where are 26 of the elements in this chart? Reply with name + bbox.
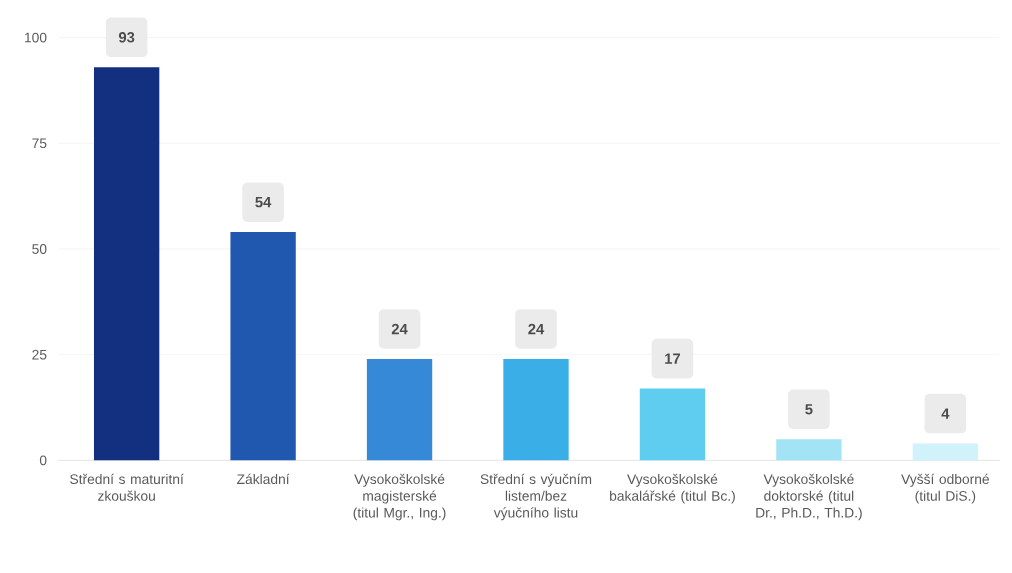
bar <box>230 231 296 461</box>
bar <box>366 358 433 461</box>
data-label: 93 <box>118 31 135 43</box>
data-label: 24 <box>391 323 408 335</box>
y-tick-label: 25 <box>32 349 47 360</box>
y-tick-label: 75 <box>32 138 47 149</box>
y-tick-label: 50 <box>32 243 47 254</box>
x-tick-label: Základní <box>237 473 290 484</box>
data-label: 17 <box>665 353 681 364</box>
bar <box>776 439 842 461</box>
data-label: 4 <box>941 408 950 419</box>
x-tick-label: Vysokoškolské bakalářské (titul Bc.) <box>610 473 735 504</box>
x-tick-label: Střední s výučním listem/bez výučního listu <box>480 473 592 521</box>
x-tick-label: Vyšší odborné (titul DiS.) <box>901 473 989 504</box>
data-label: 5 <box>805 404 813 415</box>
data-label: 24 <box>528 323 545 335</box>
data-label: 54 <box>255 196 272 208</box>
x-tick-label: Vysokoškolské doktorské (titul Dr., Ph.D., Th.D.) <box>756 473 862 521</box>
x-tick-label: Střední s maturitní zkouškou <box>70 473 184 501</box>
bar <box>93 67 160 461</box>
y-tick-label: 100 <box>25 32 47 43</box>
y-tick-label: 0 <box>39 455 47 466</box>
bar <box>912 443 979 461</box>
bar <box>503 358 569 461</box>
bar <box>639 388 706 461</box>
x-tick-label: Vysokoškolské magisterské (titul Mgr., Ing.) <box>353 473 446 521</box>
